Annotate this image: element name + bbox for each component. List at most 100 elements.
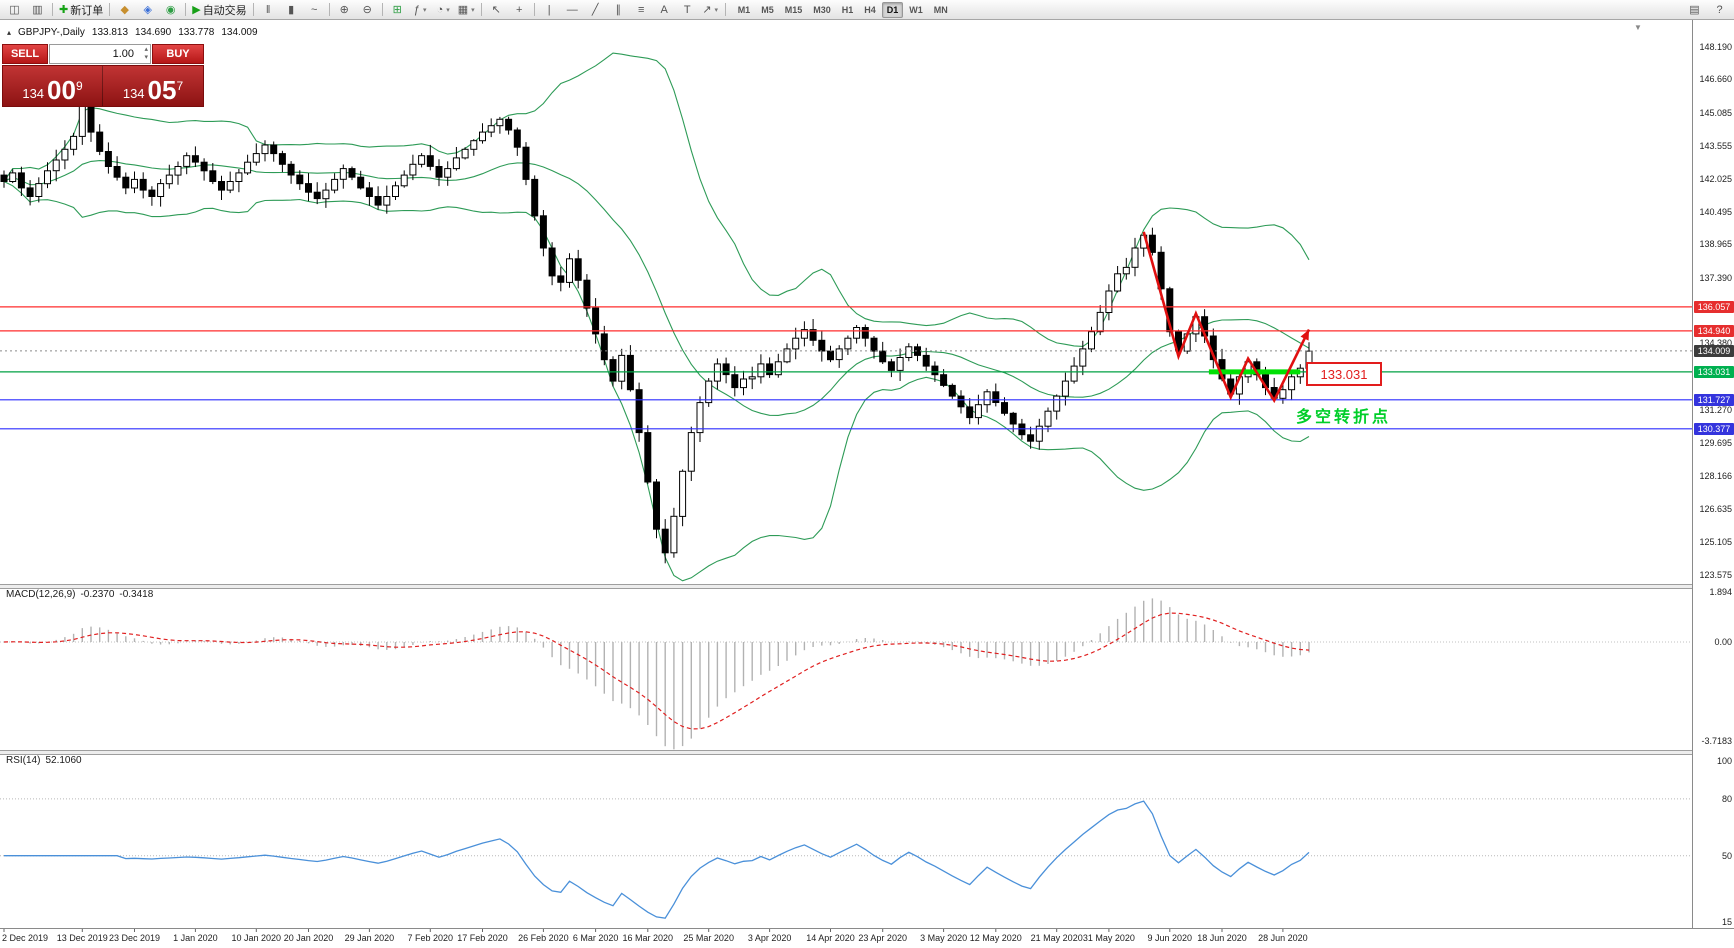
autotrading-button[interactable]: ▶ 自动交易 <box>189 1 249 19</box>
price-scale-label: 123.575 <box>1699 569 1732 580</box>
sell-price-display[interactable]: 134 00 9 <box>3 66 103 106</box>
timeframe-h4-button[interactable]: H4 <box>864 4 876 15</box>
lot-size-field[interactable]: 1.00 ▴ ▾ <box>49 44 151 64</box>
macd-scale-label: 1.894 <box>1709 586 1732 597</box>
rsi-line <box>4 800 1310 919</box>
toolbar-separator <box>52 3 53 16</box>
trendline-icon: ╱ <box>591 3 599 16</box>
main-macd-separator[interactable] <box>0 584 1734 589</box>
turning-point-text[interactable]: 多空转折点 <box>1296 409 1392 426</box>
price-scale-label: 142.025 <box>1699 173 1732 184</box>
date-label: 3 May 2020 <box>920 933 968 943</box>
templates-icon: ▦ <box>457 3 469 16</box>
toolbar-options-button[interactable]: ▤ <box>1683 1 1706 19</box>
red-zigzag-trendline[interactable] <box>1142 231 1311 404</box>
main-price-panel[interactable] <box>0 52 1692 582</box>
line-chart-icon: ~ <box>310 3 318 16</box>
new-chart-button[interactable]: ◫ <box>3 1 26 19</box>
price-level-tag: 134.940 <box>1694 324 1734 337</box>
bar-chart-button[interactable]: ‖ <box>257 1 280 19</box>
toolbar-separator <box>724 3 726 16</box>
symbol-name: GBPJPY-,Daily <box>18 27 85 38</box>
price-level-callout[interactable]: 133.031 <box>1306 362 1382 386</box>
data-window-button[interactable]: ◈ <box>136 1 159 19</box>
market-watch-icon: ◆ <box>120 3 129 16</box>
date-label: 3 Apr 2020 <box>747 933 792 943</box>
equidistant-channel-icon: ∥ <box>615 3 621 16</box>
toolbar-separator <box>185 3 187 16</box>
fibonacci-button[interactable]: ≡ <box>630 1 653 19</box>
macd-indicator-header: MACD(12,26,9) -0.2370 -0.3418 <box>6 589 153 600</box>
buy-button[interactable]: BUY <box>152 44 204 64</box>
timeframe-w1-button[interactable]: W1 <box>909 4 923 15</box>
buy-price-display[interactable]: 134 05 7 <box>103 66 203 106</box>
date-label: 1 Jan 2020 <box>173 933 218 943</box>
timeframe-group: M1 M5 M15 M30 H1 H4 D1 W1 MN <box>733 1 953 18</box>
date-label: 23 Apr 2020 <box>858 933 907 943</box>
equidistant-channel-button[interactable]: ∥ <box>607 1 630 19</box>
price-scale-label: 145.085 <box>1699 108 1732 119</box>
timeframe-mn-button[interactable]: MN <box>933 4 948 15</box>
date-label: 31 May 2020 <box>1082 933 1135 943</box>
date-label: 10 Jan 2020 <box>231 933 282 943</box>
periods-button[interactable]: ◔ ▾ <box>432 1 455 19</box>
lot-increase-button[interactable]: ▴ <box>144 46 148 53</box>
price-scale-label: 137.390 <box>1699 273 1732 284</box>
text-label-button[interactable]: T <box>676 1 699 19</box>
price-scale-label: 143.555 <box>1699 140 1732 151</box>
macd-rsi-separator[interactable] <box>0 750 1734 755</box>
horizontal-line-button[interactable]: — <box>561 1 584 19</box>
vertical-line-button[interactable]: | <box>538 1 561 19</box>
price-scale-label: 129.695 <box>1699 438 1732 449</box>
sell-price-pips: 00 <box>47 75 76 105</box>
time-axis[interactable]: 2 Dec 2019 13 Dec 2019 23 Dec 2019 1 Jan 20… <box>0 929 1692 948</box>
timeframe-m15-button[interactable]: M15 <box>784 4 803 15</box>
arrows-button[interactable]: ↗ ▾ <box>699 1 722 19</box>
tile-windows-button[interactable]: ⊞ <box>386 1 409 19</box>
text-button[interactable]: A <box>653 1 676 19</box>
candlestick-chart-button[interactable]: ▮ <box>280 1 303 19</box>
navigator-button[interactable]: ◉ <box>159 1 182 19</box>
buy-price-pips: 05 <box>147 75 177 105</box>
macd-panel[interactable] <box>0 598 1692 750</box>
sell-button[interactable]: SELL <box>2 44 48 64</box>
price-scale[interactable]: 148.190 146.660 145.085 143.555 142.025 140.4… <box>1692 20 1734 928</box>
cursor-button[interactable]: ↖ <box>485 1 508 19</box>
new-order-button[interactable]: ✚ 新订单 <box>56 1 106 19</box>
crosshair-button[interactable]: + <box>508 1 531 19</box>
zoom-in-button[interactable]: ⊕ <box>333 1 356 19</box>
help-button[interactable]: ? <box>1708 1 1731 19</box>
autotrading-icon: ▶ <box>192 3 201 16</box>
date-label: 16 Mar 2020 <box>622 933 674 943</box>
chevron-down-icon: ▾ <box>446 6 450 14</box>
arrows-icon: ↗ <box>702 3 712 16</box>
chart-shift-marker[interactable]: ▼ <box>1634 23 1642 32</box>
timeframe-d1-button[interactable]: D1 <box>881 1 904 18</box>
macd-title: MACD(12,26,9) <box>6 589 76 600</box>
date-label: 21 May 2020 <box>1030 933 1083 943</box>
rsi-indicator-header: RSI(14) 52.1060 <box>6 755 82 766</box>
lot-decrease-button[interactable]: ▾ <box>144 54 148 61</box>
chart-profiles-button[interactable]: ▥ <box>26 1 49 19</box>
toolbar-separator <box>381 3 383 16</box>
templates-button[interactable]: ▦ ▾ <box>455 1 478 19</box>
market-watch-button[interactable]: ◆ <box>113 1 136 19</box>
indicators-button[interactable]: ƒ ▾ <box>409 1 432 19</box>
timeframe-m30-button[interactable]: M30 <box>813 4 831 15</box>
date-label: 28 Jun 2020 <box>1258 933 1308 943</box>
date-label: 14 Apr 2020 <box>806 933 855 943</box>
toolbar-separator <box>533 3 535 16</box>
line-chart-button[interactable]: ~ <box>303 1 326 19</box>
date-label: 25 Mar 2020 <box>683 933 734 943</box>
zoom-out-button[interactable]: ⊖ <box>356 1 379 19</box>
trendline-button[interactable]: ╱ <box>584 1 607 19</box>
timeframe-m5-button[interactable]: M5 <box>761 4 774 15</box>
date-label: 17 Feb 2020 <box>457 933 508 943</box>
timeframe-m1-button[interactable]: M1 <box>737 4 751 15</box>
toolbar-separator <box>328 3 330 16</box>
timeframe-h1-button[interactable]: H1 <box>841 4 854 15</box>
chevron-down-icon: ▾ <box>422 6 427 14</box>
macd-signal-line <box>3 612 1310 730</box>
zigzag-arrowhead <box>1300 329 1309 341</box>
rsi-panel[interactable] <box>0 798 1692 919</box>
